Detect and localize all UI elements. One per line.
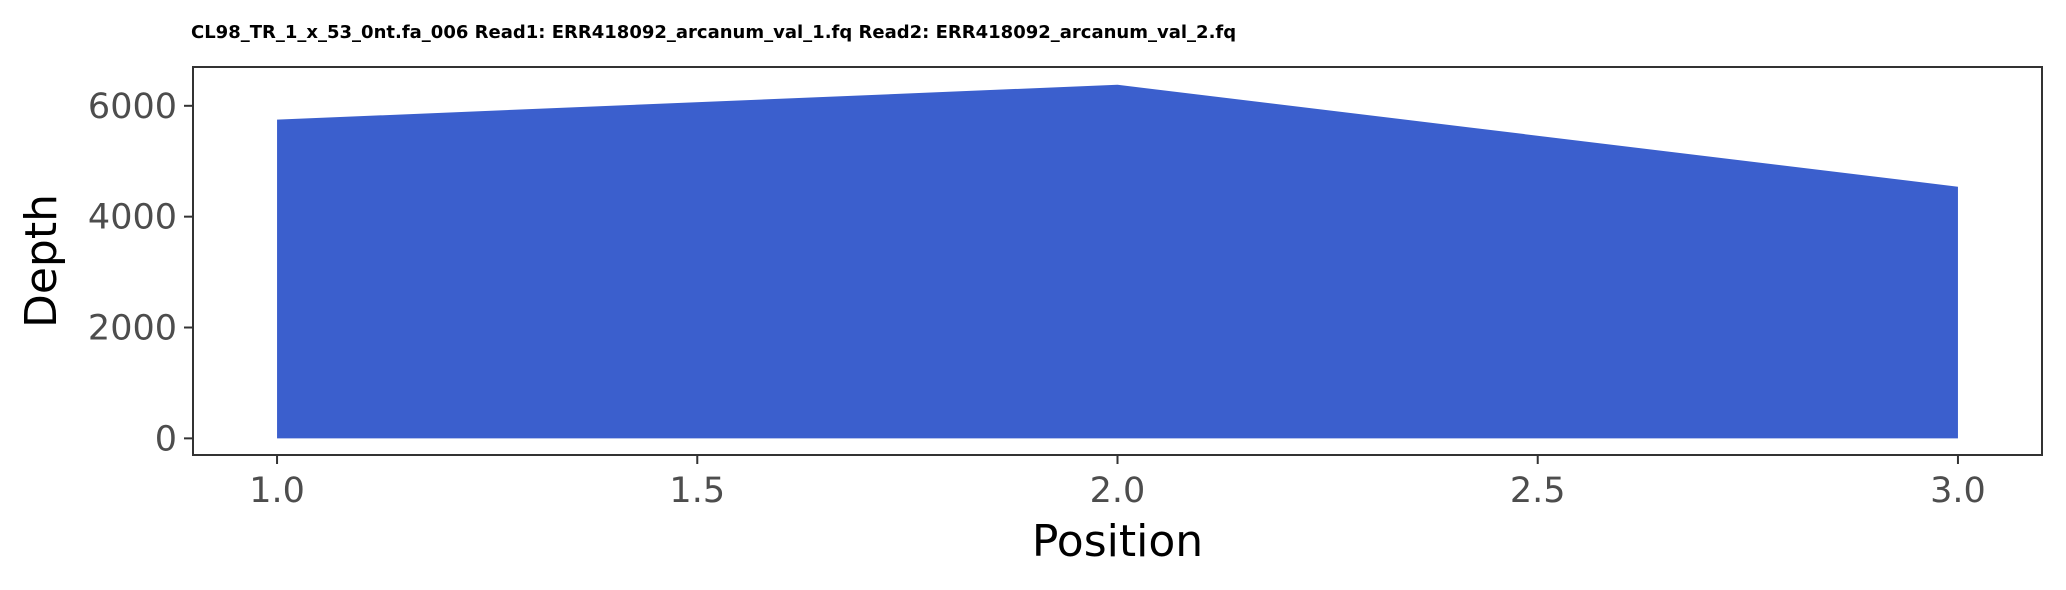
x-tick-label: 1.5 (669, 471, 725, 511)
y-tick-label: 0 (155, 419, 177, 459)
area-series-0 (277, 84, 1958, 439)
y-tick-label: 2000 (88, 309, 177, 349)
y-tick-label: 4000 (88, 198, 177, 238)
y-axis-title: Depth (16, 194, 67, 328)
y-tick-label: 6000 (88, 87, 177, 127)
x-axis: 1.0 1.5 2.0 2.5 3.0 (249, 455, 1986, 511)
x-tick-label: 2.0 (1090, 471, 1146, 511)
x-tick-label: 1.0 (249, 471, 305, 511)
x-tick-label: 3.0 (1930, 471, 1986, 511)
x-axis-title: Position (1032, 516, 1203, 567)
chart-title: CL98_TR_1_x_53_0nt.fa_006 Read1: ERR4180… (191, 22, 1236, 43)
y-axis: 0 2000 4000 6000 (88, 87, 193, 459)
plot-area (277, 84, 1958, 439)
x-tick-label: 2.5 (1510, 471, 1566, 511)
